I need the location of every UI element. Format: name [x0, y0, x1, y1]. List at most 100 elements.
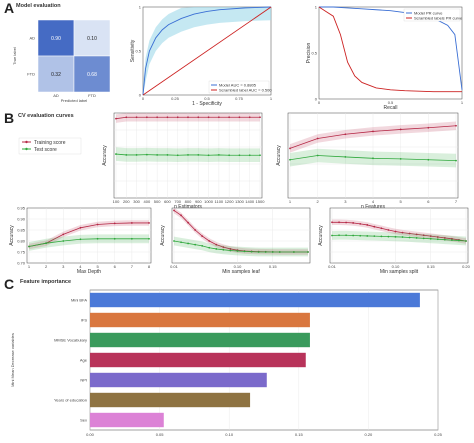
cv-legend-marker: [25, 147, 28, 151]
cv-split-series-1-point: [338, 234, 340, 237]
cv-estimators-xtick: 800: [185, 199, 192, 204]
section-b-title: CV evaluation curves: [18, 113, 74, 119]
cv-features-series-1-point: [316, 154, 319, 157]
fi-bar: [90, 412, 164, 428]
cv-estimators-series-1-point: [176, 154, 179, 157]
cv-depth-xtick: 6: [114, 264, 117, 269]
cv-depth-xtick: 5: [96, 264, 99, 269]
cv-leaf-series-1-point: [201, 244, 204, 247]
cv-features-series-1-point: [372, 157, 374, 160]
fi-xtick: 0.00: [86, 432, 95, 437]
cv-leaf-series-1-point: [236, 250, 239, 252]
cv-leaf-series-1-point: [278, 251, 281, 253]
cv-leaf-series-1-point: [173, 240, 175, 242]
cv-estimators-series-0-point: [238, 116, 241, 119]
cv-estimators-xtick: 1500: [256, 199, 266, 204]
cv-split-series-0-point: [443, 237, 446, 239]
roc-xlabel: 1 - Specificity: [192, 101, 222, 107]
roc-series-0: [142, 6, 272, 96]
cv-depth-xtick: 2: [45, 264, 48, 269]
cv-leaf-series-1-point: [271, 251, 274, 253]
cv-features-series-1-point: [344, 156, 347, 158]
cv-split-xtick: 0.10: [392, 264, 401, 269]
cv-features-xtick: 6: [427, 199, 430, 204]
cv-estimators-xtick: 1300: [235, 199, 245, 204]
cv-depth-ytick: 0.90: [17, 217, 26, 222]
confusion-ylabel: True label: [12, 47, 17, 65]
cv-split-xtick: 0.01: [328, 264, 337, 269]
cv-split-series-0-point: [450, 237, 453, 240]
cv-split-series-0-point: [394, 230, 397, 233]
cv-split-series-0-point: [345, 221, 348, 224]
cv-features-ylabel: Accuracy: [276, 145, 282, 166]
confusion-cell-label: 0.90: [51, 36, 61, 42]
cv-split-series-0-point: [366, 224, 369, 226]
fi-bar: [90, 292, 420, 308]
fi-bar: [90, 312, 310, 328]
pr-series-1: [318, 6, 462, 93]
cv-depth-xtick: 3: [62, 264, 65, 269]
cv-depth-series-0-point: [79, 226, 82, 229]
cv-depth-ytick: 0.75: [17, 250, 26, 255]
cv-leaf-band-0: [174, 207, 308, 255]
confusion-cell-label: 0.68: [87, 72, 97, 78]
cv-estimators-series-1-point: [125, 154, 128, 156]
cv-split-series-1-point: [387, 235, 390, 238]
fi-category-label: MMSE Vocabulary: [54, 338, 87, 343]
cv-features-series-0-point: [399, 128, 402, 131]
cv-split-series-1-point: [366, 235, 369, 237]
fi-xtick: 0.15: [295, 432, 304, 437]
cv-estimators-series-0-point: [156, 116, 159, 119]
cv-legend-marker: [25, 140, 28, 144]
fi-category-label: NPI: [80, 378, 87, 383]
fi-xtick: 0.25: [434, 432, 443, 437]
cv-depth-xtick: 7: [131, 264, 134, 269]
cv-features-series-0-point: [344, 133, 347, 136]
cv-split-series-1-point: [422, 237, 425, 240]
pr-xtick: 1: [461, 100, 464, 105]
fi-category-label: Age: [80, 358, 88, 363]
confusion-row-label: AD: [29, 36, 35, 41]
cv-depth-series-0-point: [148, 222, 150, 224]
cv-depth-ytick: 0.70: [17, 261, 26, 266]
cv-estimators-series-1-point: [187, 154, 189, 156]
cv-split-series-0-point: [429, 235, 432, 238]
cv-split-series-0-point: [338, 221, 340, 224]
cv-estimators-series-0-point: [228, 116, 231, 119]
cv-leaf-frame: [171, 207, 311, 264]
cv-leaf-series-0-point: [222, 246, 225, 249]
fi-ylabel: Mini Mean Decrease variables: [10, 333, 15, 387]
cv-depth-xlabel: Max Depth: [77, 269, 101, 275]
cv-estimators-series-1-point: [217, 154, 220, 156]
cv-split-series-1-point: [429, 237, 432, 240]
cv-leaf-series-1-point: [208, 246, 211, 249]
cv-estimators-xtick: 1100: [215, 199, 224, 204]
cv-estimators-series-0-point: [259, 116, 261, 119]
cv-split-series-1-point: [352, 234, 355, 237]
cv-estimators-series-0-point: [125, 116, 128, 119]
pr-legend-label: Scrambled labels PR curve: [414, 15, 463, 20]
cv-leaf-series-0-point: [180, 214, 182, 217]
cv-split-series-0-point: [387, 229, 390, 231]
pr-ylabel: Precision: [306, 43, 312, 64]
cv-estimators-xtick: 100: [113, 199, 120, 204]
cv-split-series-1-point: [450, 239, 453, 242]
cv-leaf-series-0-point: [208, 240, 211, 242]
cv-estimators-series-1-point: [238, 154, 241, 157]
cv-split-series-0-point: [373, 225, 376, 228]
cv-features-xtick: 7: [455, 199, 458, 204]
cv-leaf-series-1-point: [243, 250, 246, 253]
roc-xtick: 0.25: [171, 96, 180, 101]
cv-estimators-series-0-point: [176, 116, 179, 119]
cv-split-series-0-point: [359, 222, 362, 225]
confusion-cell: [37, 55, 75, 93]
cv-split-ylabel: Accuracy: [318, 225, 324, 246]
cv-estimators-series-1-point: [228, 154, 231, 157]
cv-depth-series-1-point: [79, 238, 82, 241]
cv-legend-label: Training score: [34, 140, 66, 146]
cv-depth-series-1: [28, 238, 149, 247]
cv-depth-ytick: 0.80: [17, 239, 26, 244]
roc-ytick: 1: [139, 5, 142, 10]
cv-leaf-xtick: 0.01: [170, 264, 179, 269]
confusion-cell-label: 0.10: [87, 36, 97, 42]
